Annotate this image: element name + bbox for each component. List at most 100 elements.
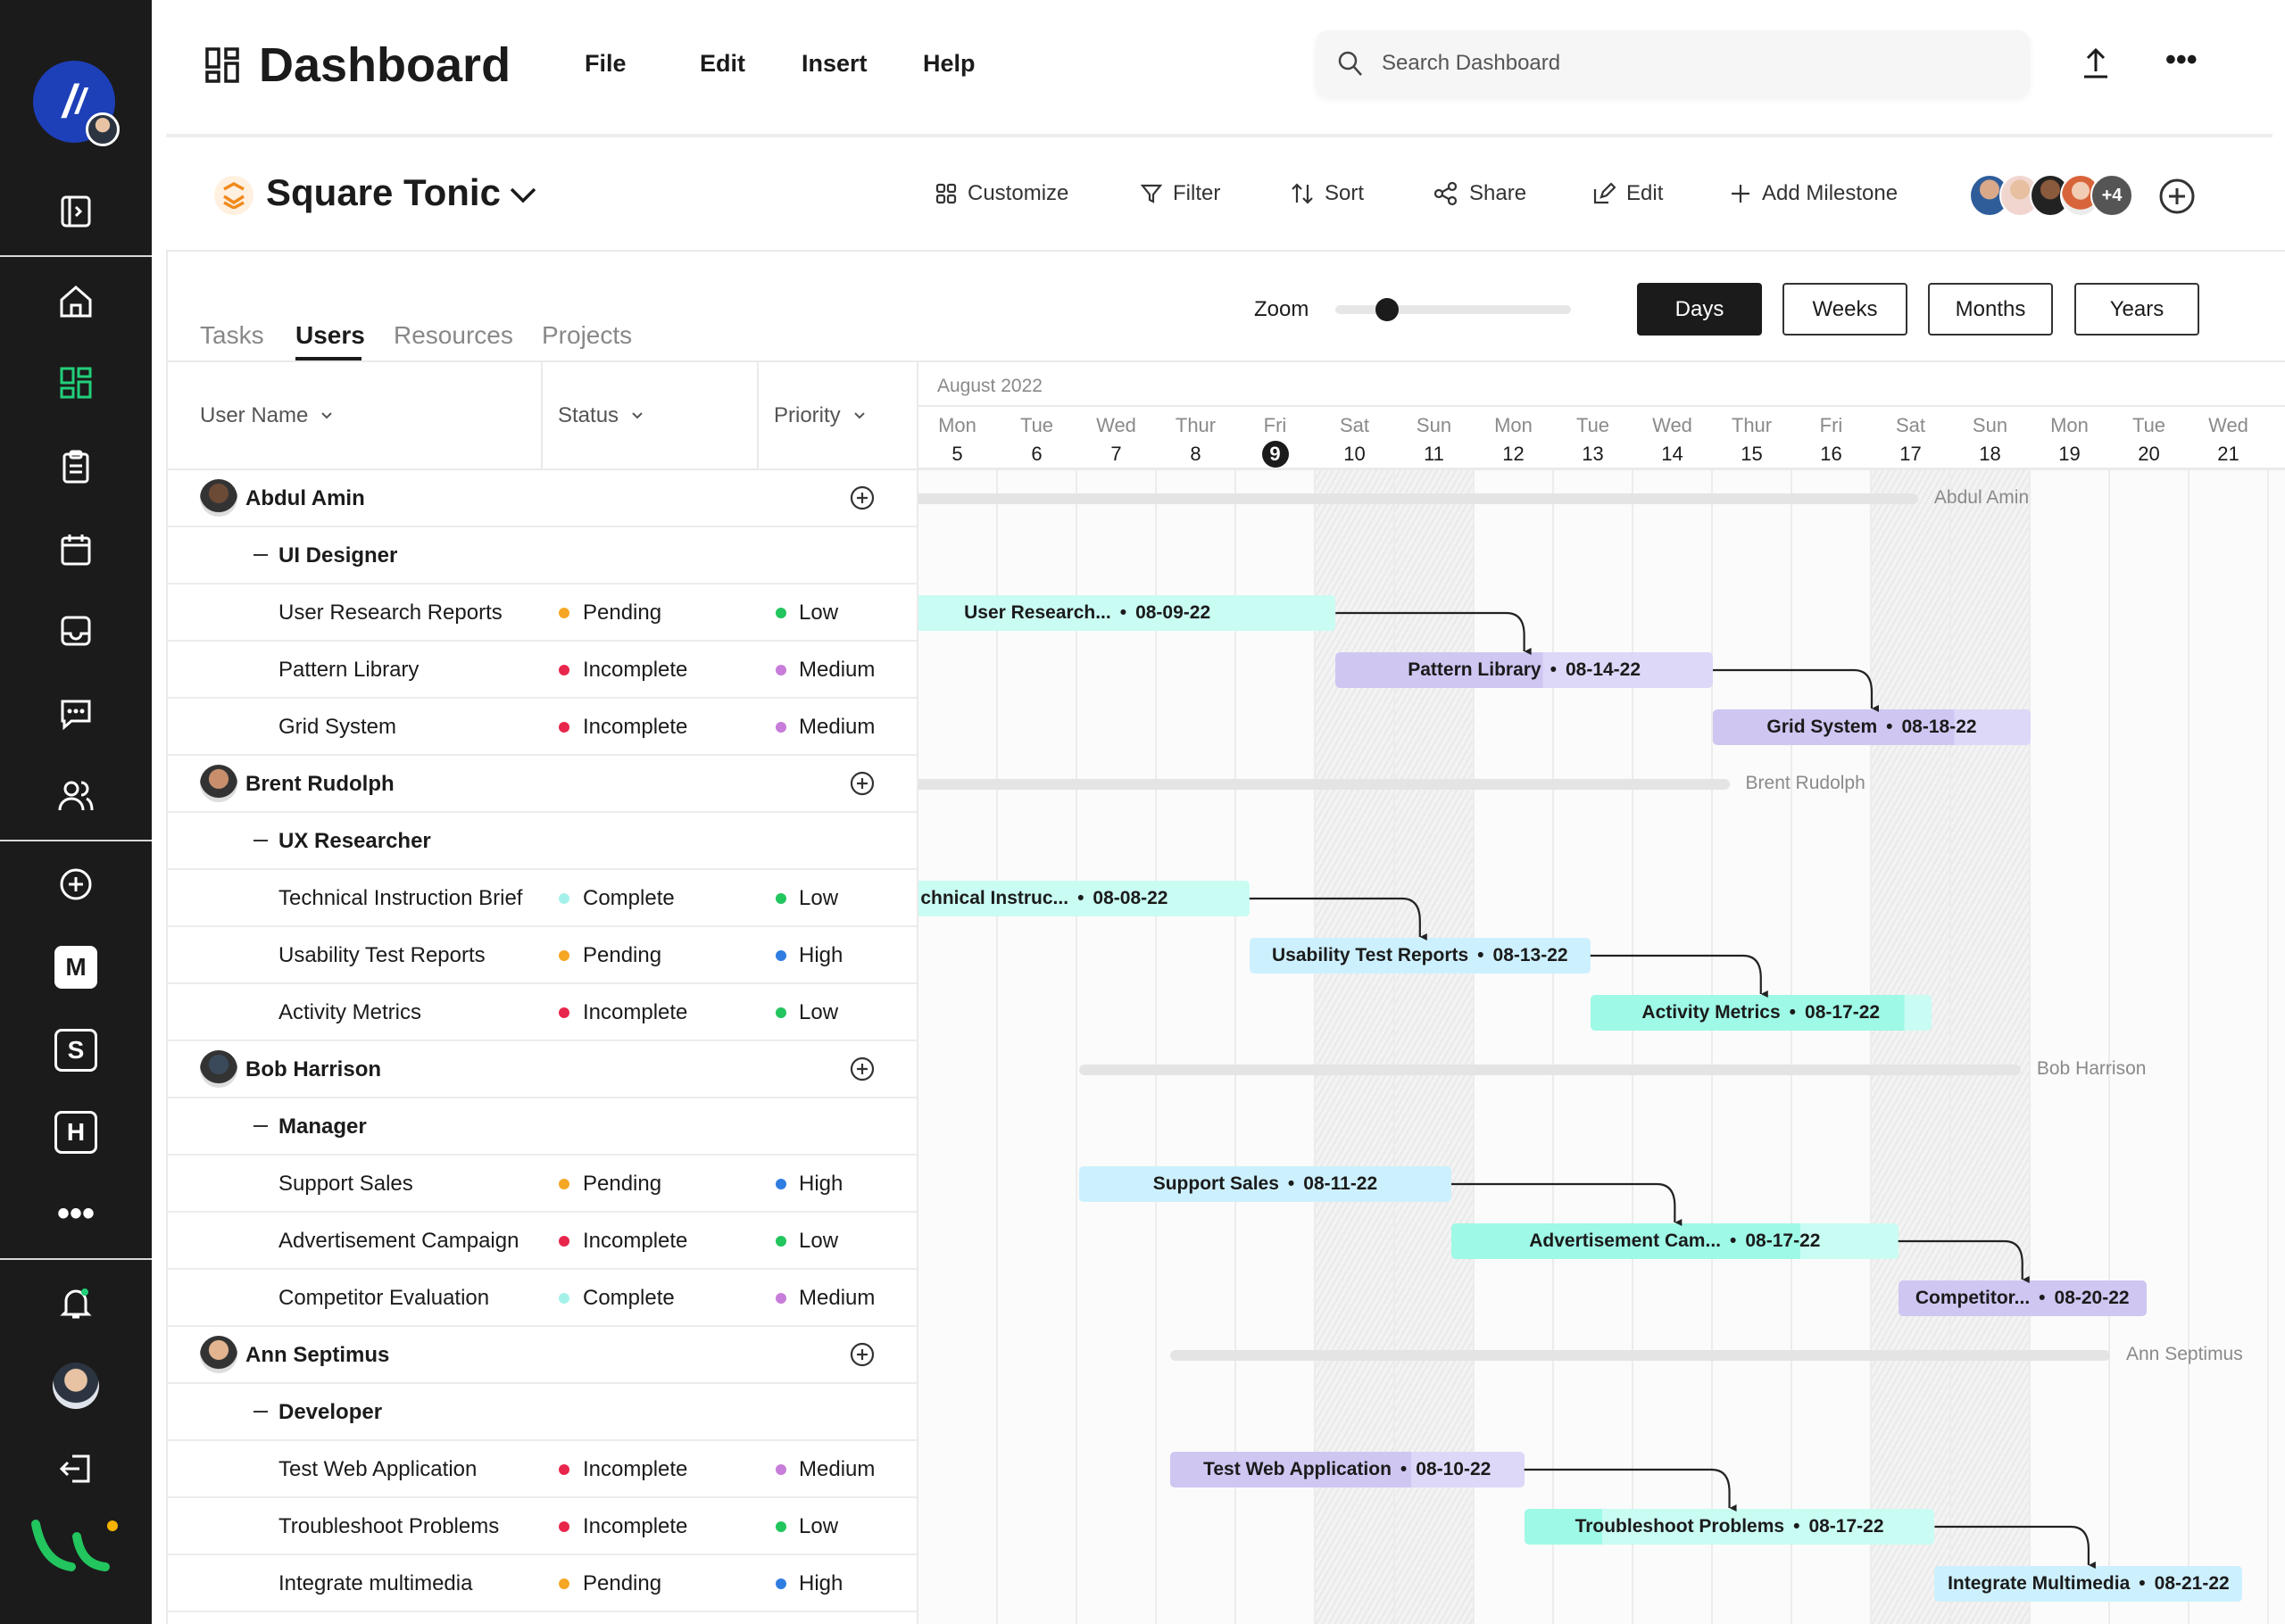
- task-row[interactable]: Pattern Library Incomplete Medium: [166, 642, 918, 699]
- sort-button[interactable]: Sort: [1291, 181, 1364, 206]
- tab-resources[interactable]: Resources: [394, 321, 513, 349]
- team-avatars[interactable]: +4: [1969, 174, 2133, 217]
- view-years-button[interactable]: Years: [2074, 283, 2199, 336]
- edit-button[interactable]: Edit: [1592, 181, 1663, 206]
- gantt-task-bar[interactable]: Advertisement Cam... • 08-17-22: [1451, 1223, 1899, 1259]
- task-row[interactable]: Competitor Evaluation Complete Medium: [166, 1270, 918, 1327]
- gantt-task-bar[interactable]: Competitor... • 08-20-22: [1898, 1280, 2147, 1316]
- add-task-icon[interactable]: [849, 485, 876, 518]
- user-avatar[interactable]: [49, 1359, 103, 1413]
- users-icon[interactable]: [49, 769, 103, 823]
- role-row[interactable]: Manager: [166, 1098, 918, 1156]
- day-header: Wed 21: [2189, 414, 2268, 468]
- add-member-icon[interactable]: [2158, 178, 2196, 220]
- bell-icon[interactable]: [49, 1276, 103, 1330]
- home-icon[interactable]: [49, 275, 103, 328]
- task-row[interactable]: Troubleshoot Problems Incomplete Low: [166, 1498, 918, 1555]
- user-summary-bar[interactable]: [1169, 1350, 2110, 1361]
- view-weeks-button[interactable]: Weeks: [1782, 283, 1907, 336]
- task-row[interactable]: Usability Test Reports Pending High: [166, 927, 918, 984]
- menu-file[interactable]: File: [585, 50, 627, 77]
- add-circle-icon[interactable]: [49, 858, 103, 911]
- gantt-task-bar[interactable]: Usability Test Reports • 08-13-22: [1249, 938, 1591, 974]
- calendar-icon[interactable]: [49, 523, 103, 576]
- tab-tasks[interactable]: Tasks: [200, 321, 264, 349]
- clipboard-icon[interactable]: [49, 440, 103, 493]
- task-row[interactable]: Grid System Incomplete Medium: [166, 699, 918, 756]
- tab-users[interactable]: Users: [295, 321, 365, 349]
- task-name: Grid System: [278, 715, 397, 739]
- gantt-task-bar[interactable]: Troubleshoot Problems • 08-17-22: [1524, 1509, 1935, 1545]
- filter-button[interactable]: Filter: [1141, 181, 1220, 206]
- inbox-icon[interactable]: [49, 604, 103, 658]
- role-row[interactable]: UX Researcher: [166, 813, 918, 870]
- gantt-task-bar[interactable]: Grid System • 08-18-22: [1713, 709, 2031, 745]
- gantt-task-bar[interactable]: Integrate Multimedia • 08-21-22: [1934, 1566, 2243, 1602]
- day-header: Thur 15: [1712, 414, 1791, 468]
- app-logo[interactable]: / /: [33, 61, 115, 143]
- gantt-task-bar[interactable]: Support Sales • 08-11-22: [1078, 1166, 1452, 1202]
- gantt-task-bar[interactable]: User Research... • 08-09-22: [918, 595, 1336, 631]
- add-task-icon[interactable]: [849, 1341, 876, 1374]
- customize-button[interactable]: Customize: [935, 181, 1068, 206]
- gantt-task-bar[interactable]: Test Web Application • 08-10-22: [1169, 1452, 1525, 1487]
- task-row[interactable]: Activity Metrics Incomplete Low: [166, 984, 918, 1041]
- zoom-slider-thumb[interactable]: [1375, 298, 1399, 321]
- column-header-priority[interactable]: Priority: [774, 403, 866, 428]
- tab-projects[interactable]: Projects: [542, 321, 633, 349]
- add-task-icon[interactable]: [849, 1056, 876, 1089]
- zoom-slider[interactable]: [1335, 298, 1571, 321]
- weekend-column: [1951, 470, 2031, 1624]
- collapse-icon[interactable]: [253, 554, 268, 556]
- task-row[interactable]: Support Sales Pending High: [166, 1156, 918, 1213]
- more-icon[interactable]: •••: [56, 1193, 95, 1233]
- task-row[interactable]: Integrate multimedia Pending High: [166, 1555, 918, 1612]
- menu-edit[interactable]: Edit: [700, 50, 745, 77]
- day-name: Wed: [1652, 414, 1692, 436]
- share-button[interactable]: Share: [1433, 181, 1526, 206]
- view-months-button[interactable]: Months: [1928, 283, 2053, 336]
- task-row[interactable]: User Research Reports Pending Low: [166, 584, 918, 642]
- project-chevron-down-icon[interactable]: [509, 186, 537, 210]
- bar-separator: •: [1077, 888, 1084, 908]
- workspace-s-icon[interactable]: S: [49, 1023, 103, 1077]
- gantt-task-bar[interactable]: chnical Instruc... • 08-08-22: [918, 881, 1250, 916]
- user-summary-label: Bob Harrison: [2036, 1058, 2147, 1079]
- user-row[interactable]: Brent Rudolph: [166, 756, 918, 813]
- add-task-icon[interactable]: [849, 770, 876, 803]
- chat-icon[interactable]: [49, 687, 103, 741]
- logout-icon[interactable]: [49, 1442, 103, 1496]
- collapse-icon[interactable]: [253, 1411, 268, 1413]
- user-row[interactable]: Abdul Amin: [166, 470, 918, 527]
- user-summary-bar[interactable]: [1078, 1065, 2021, 1075]
- task-row[interactable]: Technical Instruction Brief Complete Low: [166, 870, 918, 927]
- gantt-task-bar[interactable]: Activity Metrics • 08-17-22: [1590, 995, 1932, 1031]
- column-header-status[interactable]: Status: [558, 403, 644, 428]
- task-row[interactable]: Advertisement Campaign Incomplete Low: [166, 1213, 918, 1270]
- gantt-task-bar[interactable]: Pattern Library • 08-14-22: [1335, 652, 1713, 688]
- workspace-h-icon[interactable]: H: [49, 1106, 103, 1159]
- dashboard-icon[interactable]: [49, 356, 103, 410]
- view-days-button[interactable]: Days: [1637, 283, 1762, 336]
- collapse-icon[interactable]: [253, 1125, 268, 1127]
- role-row[interactable]: UI Designer: [166, 527, 918, 584]
- role-row[interactable]: Developer: [166, 1384, 918, 1441]
- user-row[interactable]: Ann Septimus: [166, 1327, 918, 1384]
- upload-icon[interactable]: [2080, 46, 2112, 83]
- user-summary-bar[interactable]: [918, 779, 1730, 790]
- avatar[interactable]: [86, 112, 120, 146]
- sidebar-toggle-icon[interactable]: [49, 185, 103, 238]
- day-column: [1713, 470, 1792, 1624]
- user-row[interactable]: Bob Harrison: [166, 1041, 918, 1098]
- user-summary-bar[interactable]: [918, 493, 1918, 504]
- menu-help[interactable]: Help: [923, 50, 976, 77]
- menu-insert[interactable]: Insert: [802, 50, 868, 77]
- task-row[interactable]: Test Web Application Incomplete Medium: [166, 1441, 918, 1498]
- column-header-user-name[interactable]: User Name: [200, 403, 333, 428]
- more-options-icon[interactable]: •••: [2165, 43, 2198, 77]
- collapse-icon[interactable]: [253, 840, 268, 841]
- priority-dot: [776, 950, 786, 961]
- search-input[interactable]: Search Dashboard: [1316, 30, 2030, 96]
- add-milestone-button[interactable]: Add Milestone: [1730, 181, 1898, 206]
- workspace-m-icon[interactable]: M: [49, 940, 103, 994]
